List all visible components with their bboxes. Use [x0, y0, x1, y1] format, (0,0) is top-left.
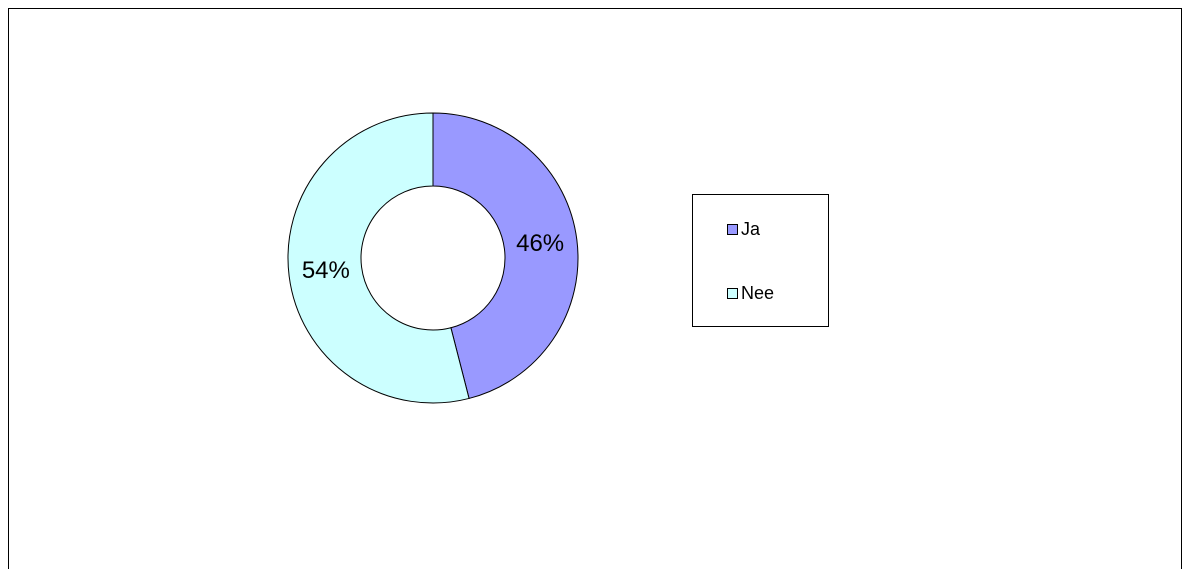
- data-label: 46%: [516, 230, 564, 257]
- legend-label: Ja: [741, 219, 761, 239]
- donut-segment: [287, 112, 470, 404]
- legend-swatch: [727, 224, 738, 235]
- donut-segment: [432, 112, 579, 400]
- data-label: 54%: [302, 257, 350, 284]
- legend-box: [692, 194, 829, 327]
- legend-swatch: [727, 288, 738, 299]
- legend-label: Nee: [741, 283, 774, 303]
- chart-frame: [8, 8, 1182, 569]
